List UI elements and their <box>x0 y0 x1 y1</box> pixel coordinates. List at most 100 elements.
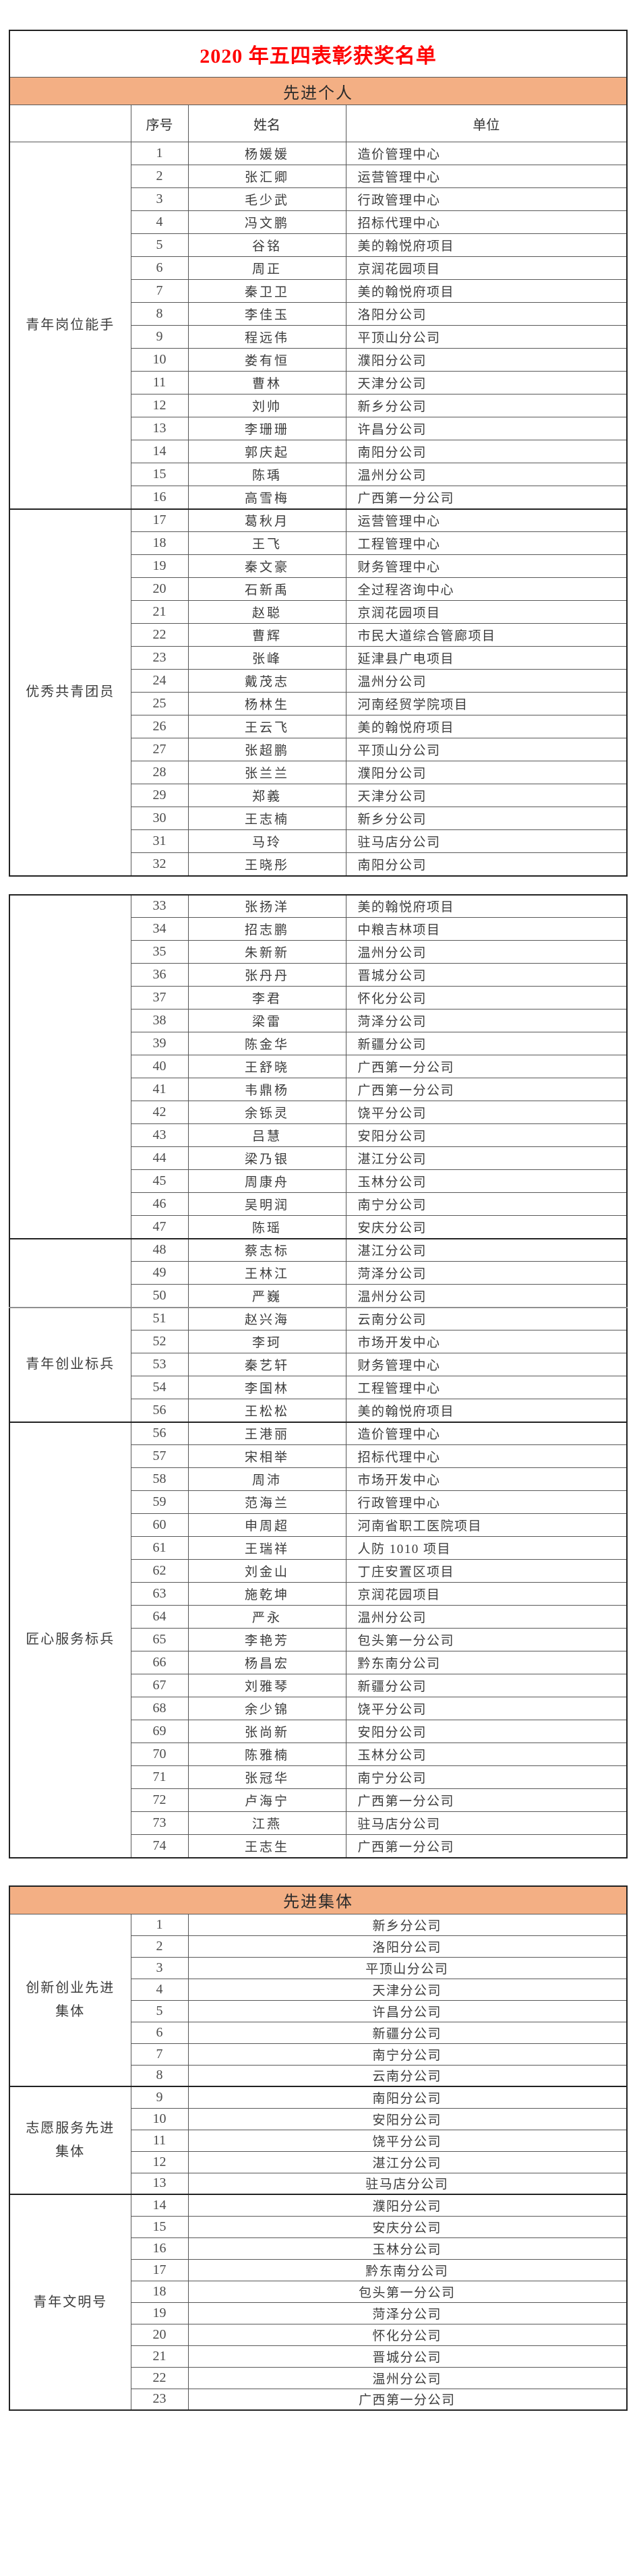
name-cell: 陈瑶 <box>187 1215 346 1239</box>
name-cell: 程远伟 <box>187 325 346 349</box>
table-row: 25 杨林生 河南经贸学院项目 <box>9 692 628 715</box>
table-row: 48 蔡志标 湛江分公司 <box>9 1238 628 1308</box>
unit-cell: 濮阳分公司 <box>187 2194 628 2217</box>
unit-cell: 南阳分公司 <box>187 2086 628 2109</box>
serial-cell: 34 <box>130 917 189 941</box>
name-cell: 张峰 <box>187 646 346 670</box>
table-row: 8 云南分公司 <box>9 2064 628 2087</box>
table-row: 9 程远伟 平顶山分公司 <box>9 325 628 349</box>
name-cell: 张丹丹 <box>187 963 346 987</box>
serial-cell: 30 <box>130 807 189 830</box>
serial-cell: 8 <box>130 2064 189 2087</box>
serial-cell: 32 <box>130 852 189 876</box>
serial-cell: 54 <box>130 1376 189 1399</box>
serial-cell: 51 <box>130 1307 189 1330</box>
serial-cell: 6 <box>130 2021 189 2044</box>
name-cell: 张兰兰 <box>187 761 346 784</box>
serial-cell: 23 <box>130 2388 189 2411</box>
table-row: 13 李珊珊 许昌分公司 <box>9 417 628 440</box>
table-row: 16 高雪梅 广西第一分公司 <box>9 486 628 510</box>
name-cell: 曹林 <box>187 371 346 394</box>
table-row: 70 陈雅楠 玉林分公司 <box>9 1743 628 1766</box>
unit-cell: 丁庄安置区项目 <box>345 1559 628 1583</box>
unit-cell: 招标代理中心 <box>345 1444 628 1468</box>
serial-cell: 45 <box>130 1169 189 1193</box>
col-header-serial: 序号 <box>130 105 189 142</box>
serial-cell: 49 <box>130 1261 189 1285</box>
name-cell: 刘金山 <box>187 1559 346 1583</box>
serial-cell: 19 <box>130 554 189 578</box>
table-row: 72 卢海宁 广西第一分公司 <box>9 1788 628 1812</box>
table-row: 40 王舒晓 广西第一分公司 <box>9 1055 628 1078</box>
table-row: 青年创业标兵 51 赵兴海 云南分公司 <box>9 1307 628 1423</box>
category-label: 优秀共青团员 <box>26 684 115 699</box>
table-row: 68 余少锦 饶平分公司 <box>9 1697 628 1720</box>
serial-cell: 13 <box>130 2172 189 2195</box>
table-row: 3 平顶山分公司 <box>9 1956 628 1979</box>
unit-cell: 南宁分公司 <box>187 2043 628 2066</box>
unit-cell: 美的翰悦府项目 <box>345 1399 628 1423</box>
column-header-row: 序号 姓名 单位 <box>9 105 628 142</box>
serial-cell: 33 <box>130 894 189 918</box>
table-row: 14 郭庆起 南阳分公司 <box>9 440 628 463</box>
table-row: 5 许昌分公司 <box>9 1999 628 2022</box>
individual-awards-table-1: 2020 年五四表彰获奖名单 先进个人 序号 姓名 单位 青年岗位能手 1 杨媛媛 造价管理中心… <box>9 30 628 877</box>
unit-cell: 南阳分公司 <box>345 852 628 876</box>
unit-cell: 广西第一分公司 <box>345 486 628 510</box>
unit-cell: 玉林分公司 <box>187 2237 628 2260</box>
unit-cell: 河南省职工医院项目 <box>345 1513 628 1537</box>
individual-awards-table-2: 33 张扬洋 美的翰悦府项目 34 招志鹏 中粮吉林项目 35 朱新新 温州分公司 36 张丹丹 晋城… <box>9 894 628 1858</box>
serial-cell: 1 <box>130 1913 189 1936</box>
unit-cell: 工程管理中心 <box>345 1376 628 1399</box>
unit-cell: 京润花园项目 <box>345 1582 628 1606</box>
unit-cell: 市民大道综合管廊项目 <box>345 623 628 647</box>
serial-cell: 4 <box>130 210 189 234</box>
unit-cell: 安庆分公司 <box>345 1215 628 1239</box>
serial-cell: 35 <box>130 940 189 964</box>
serial-cell: 31 <box>130 829 189 853</box>
unit-cell: 温州分公司 <box>345 1605 628 1629</box>
name-cell: 石新禹 <box>187 577 346 601</box>
col-header-unit: 单位 <box>345 105 628 142</box>
name-cell: 王港丽 <box>187 1422 346 1445</box>
name-cell: 余少锦 <box>187 1697 346 1720</box>
table-row: 21 赵聪 京润花园项目 <box>9 600 628 624</box>
name-cell: 江燕 <box>187 1811 346 1835</box>
serial-cell: 23 <box>130 646 189 670</box>
table-row: 29 郑義 天津分公司 <box>9 784 628 807</box>
section-band-label: 先进集体 <box>9 1885 628 1914</box>
table-row: 23 张峰 延津县广电项目 <box>9 646 628 670</box>
unit-cell: 包头第一分公司 <box>345 1628 628 1651</box>
unit-cell: 平顶山分公司 <box>345 738 628 761</box>
unit-cell: 温州分公司 <box>345 940 628 964</box>
name-cell: 吴明润 <box>187 1192 346 1216</box>
table-row: 38 梁雷 菏泽分公司 <box>9 1009 628 1032</box>
page-title: 2020 年五四表彰获奖名单 <box>9 30 628 78</box>
table-row: 62 刘金山 丁庄安置区项目 <box>9 1559 628 1583</box>
name-cell: 马玲 <box>187 829 346 853</box>
unit-cell: 市场开发中心 <box>345 1330 628 1353</box>
serial-cell: 46 <box>130 1192 189 1216</box>
name-cell: 严巍 <box>187 1284 346 1308</box>
serial-cell: 22 <box>130 2366 189 2389</box>
name-cell: 王瑞祥 <box>187 1536 346 1560</box>
section-band-row: 先进集体 <box>9 1885 628 1914</box>
unit-cell: 京润花园项目 <box>345 256 628 280</box>
serial-cell: 38 <box>130 1009 189 1032</box>
serial-cell: 16 <box>130 2237 189 2260</box>
table-row: 13 驻马店分公司 <box>9 2172 628 2195</box>
unit-cell: 天津分公司 <box>345 371 628 394</box>
unit-cell: 广西第一分公司 <box>345 1078 628 1101</box>
category-label: 青年岗位能手 <box>26 317 115 332</box>
section-band-label: 先进个人 <box>9 77 628 105</box>
serial-cell: 11 <box>130 2129 189 2152</box>
serial-cell: 56 <box>130 1422 189 1445</box>
unit-cell: 菏泽分公司 <box>187 2302 628 2324</box>
category-label: 青年创业标兵 <box>26 1357 115 1372</box>
serial-cell: 19 <box>130 2302 189 2324</box>
serial-cell: 48 <box>130 1238 189 1262</box>
table-row: 5 谷铭 美的翰悦府项目 <box>9 233 628 257</box>
serial-cell: 58 <box>130 1467 189 1491</box>
serial-cell: 41 <box>130 1078 189 1101</box>
table-row: 3 毛少武 行政管理中心 <box>9 187 628 211</box>
